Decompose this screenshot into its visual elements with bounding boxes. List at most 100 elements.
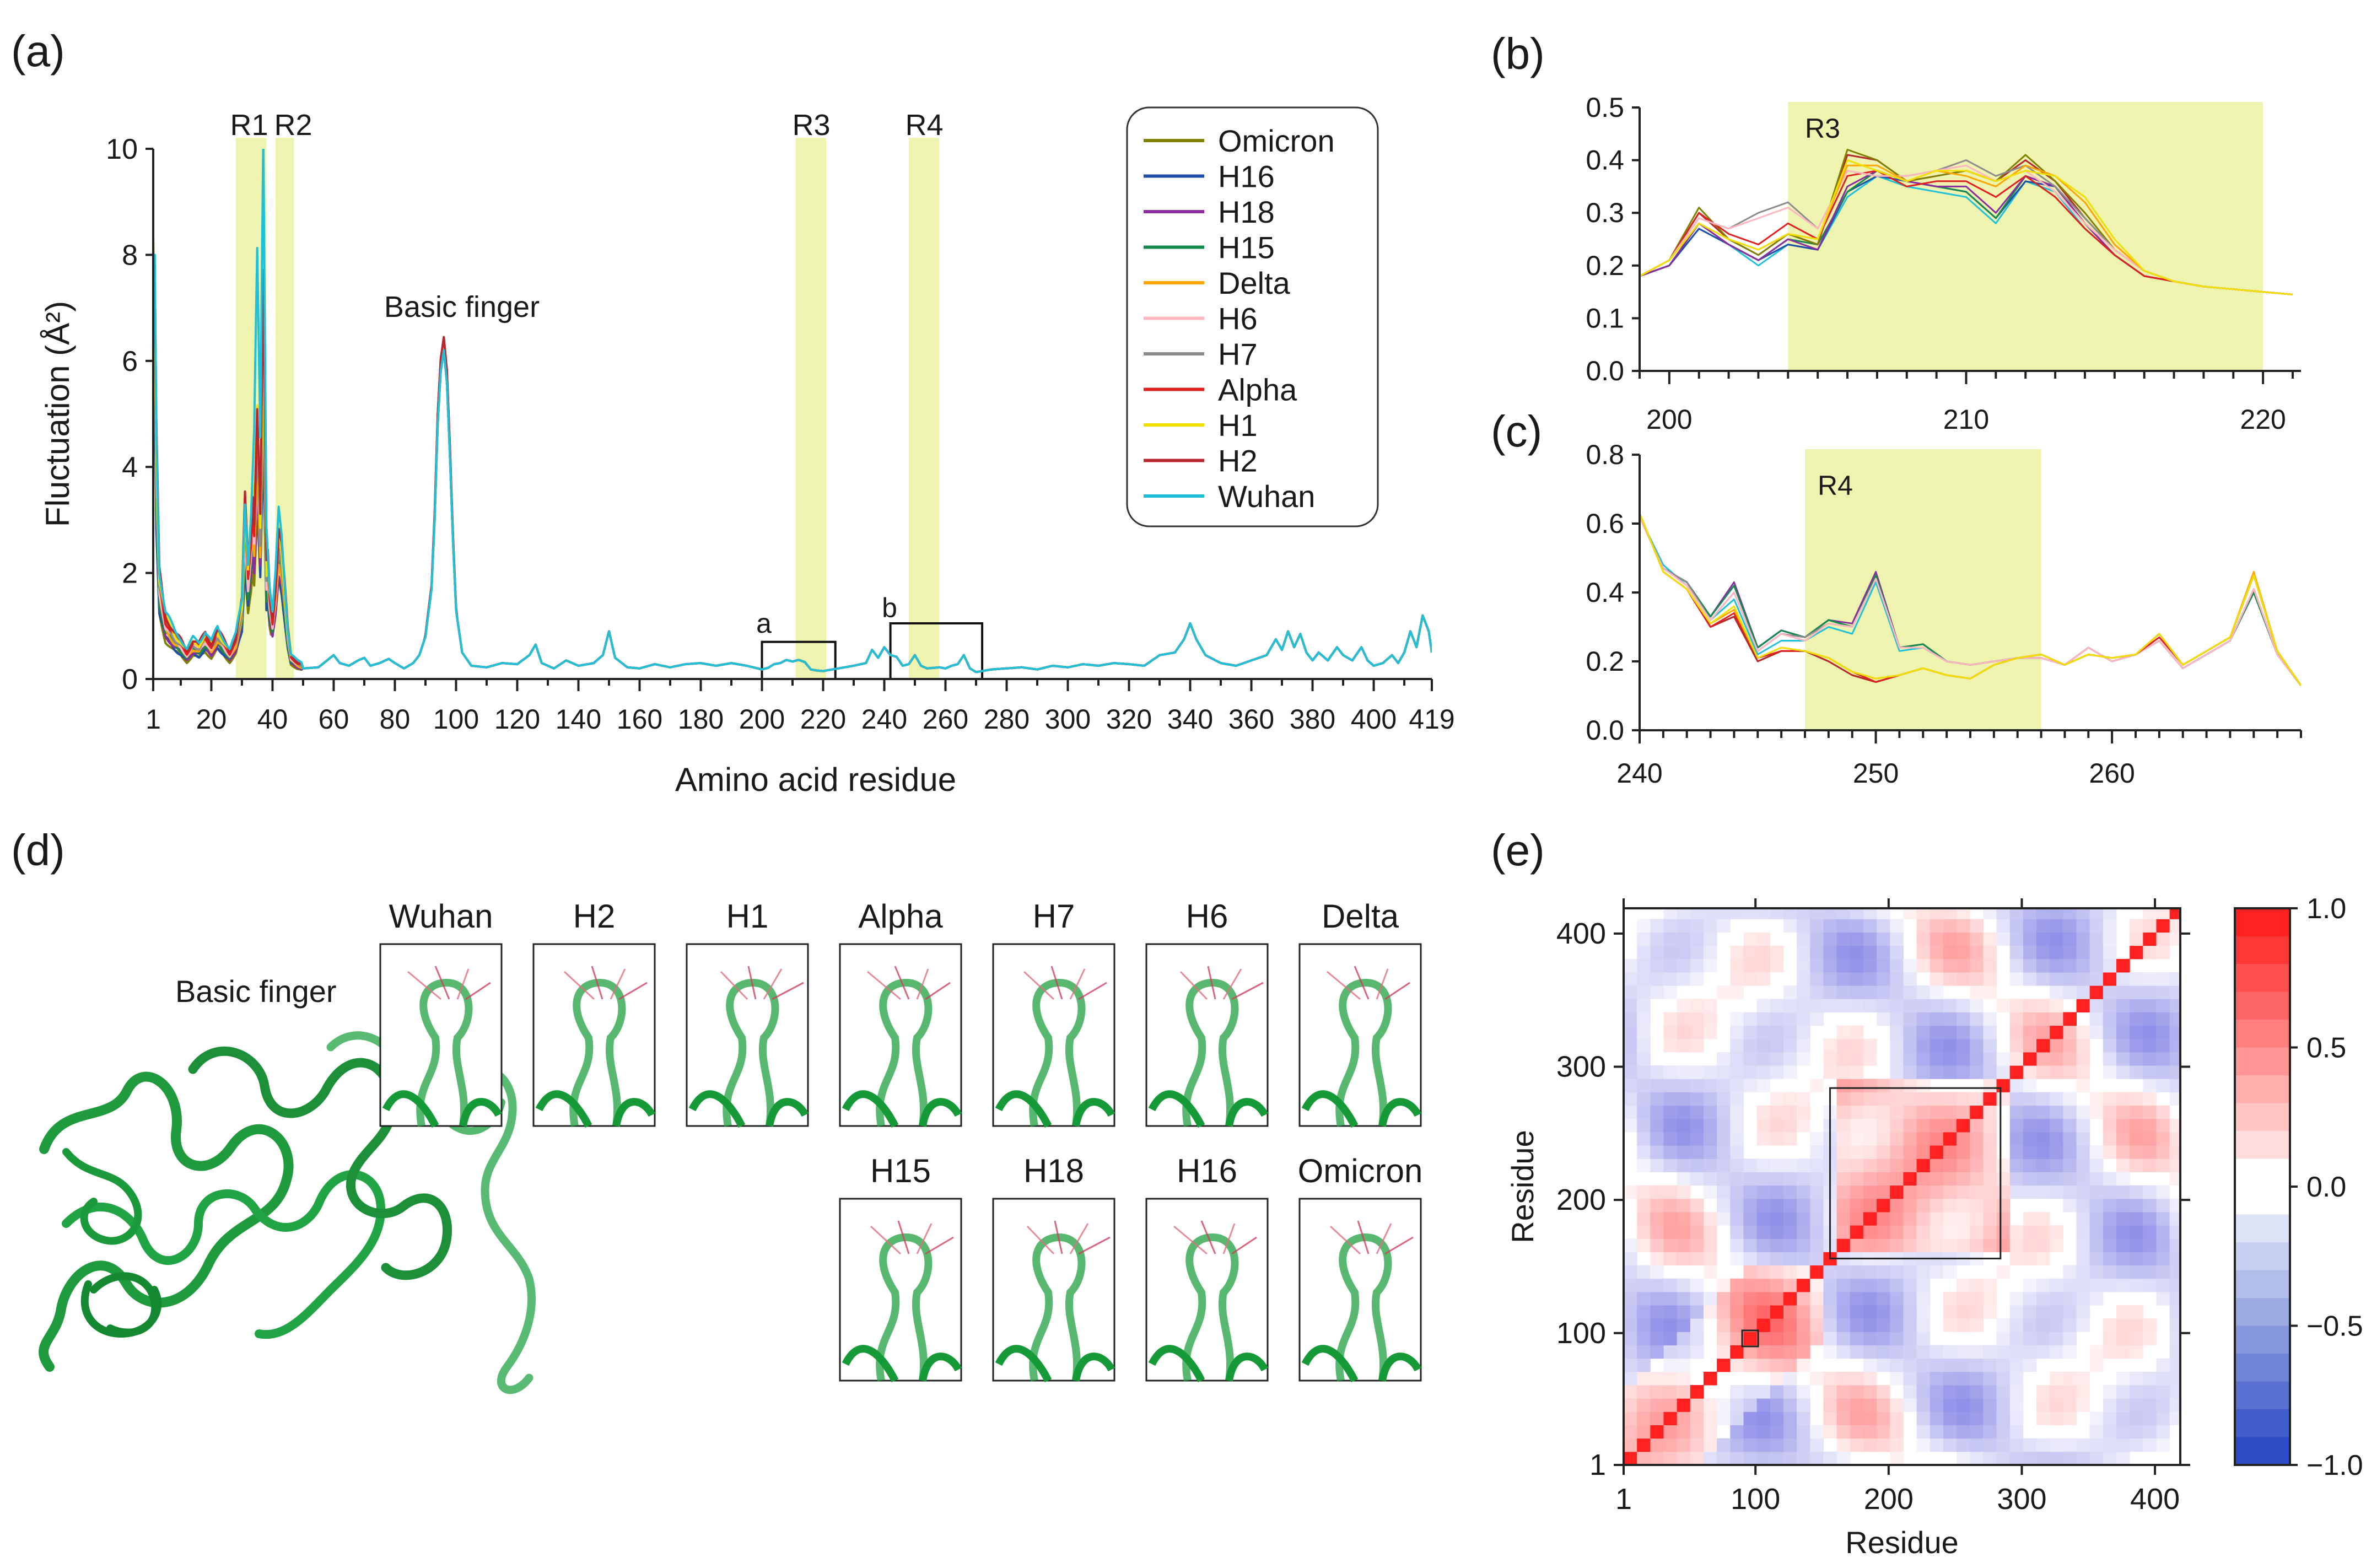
heatmap-cell xyxy=(1863,999,1877,1012)
x-tick-label: 320 xyxy=(1106,704,1152,735)
inset-alpha: Alpha xyxy=(839,898,962,1128)
heatmap-cell xyxy=(1863,985,1877,999)
heatmap-cell xyxy=(1730,1079,1744,1092)
heatmap-cell xyxy=(2009,999,2024,1012)
heatmap-cell xyxy=(1624,1118,1637,1133)
heatmap-cell xyxy=(1850,1038,1864,1053)
heatmap-cell xyxy=(1783,1332,1797,1346)
heatmap-cell xyxy=(1823,1265,1837,1279)
side-chain xyxy=(1222,968,1242,1000)
heatmap-cell xyxy=(1930,1172,1944,1186)
heatmap-cell xyxy=(1743,932,1758,946)
heatmap-cell xyxy=(1877,972,1890,986)
heatmap-cell xyxy=(1677,1238,1691,1252)
heatmap-cell xyxy=(1730,1145,1744,1159)
heatmap-cell xyxy=(1863,932,1877,946)
heatmap-cell xyxy=(1810,1438,1824,1452)
heatmap-cell xyxy=(1663,1225,1678,1239)
heatmap-cell xyxy=(1663,1159,1678,1172)
heatmap-cell xyxy=(2036,1038,2050,1053)
heatmap-cell xyxy=(2130,1398,2143,1412)
heatmap-cell xyxy=(2089,1145,2104,1159)
heatmap-cell xyxy=(1877,908,1890,919)
heatmap-cell xyxy=(1743,1025,1758,1039)
heatmap-cell xyxy=(1690,1425,1704,1439)
heatmap-cell xyxy=(1877,1198,1890,1213)
side-chain xyxy=(870,1225,902,1255)
heatmap-cell xyxy=(1970,1425,1984,1439)
heatmap-cell xyxy=(1836,999,1851,1012)
heatmap-cell xyxy=(2050,999,2063,1012)
legend-label-h1: H1 xyxy=(1218,408,1258,443)
heatmap-cell xyxy=(1770,1345,1784,1359)
colorbar-step xyxy=(2235,1325,2290,1354)
heatmap-cell xyxy=(1863,1172,1877,1186)
heatmap-cell xyxy=(1756,908,1771,919)
heatmap-cell xyxy=(2009,1145,2024,1159)
heatmap-cell xyxy=(1624,1065,1637,1079)
heatmap-cell xyxy=(1836,932,1851,946)
heatmap-cell xyxy=(2076,1198,2090,1213)
heatmap-cell xyxy=(1930,958,1944,973)
heatmap-cell xyxy=(2116,1238,2130,1252)
colorbar-tick-label: 1.0 xyxy=(2306,893,2346,925)
heatmap-cell xyxy=(1943,1145,1957,1159)
heatmap-cell xyxy=(1890,1371,1904,1386)
heatmap-cell xyxy=(1624,1451,1637,1465)
x-ticks: 200 210 220 xyxy=(1639,371,2294,435)
heatmap-cell xyxy=(1877,1358,1890,1372)
heatmap-cell xyxy=(1797,1451,1810,1465)
heatmap-cell xyxy=(1903,958,1917,973)
heatmap-cell xyxy=(1836,1172,1851,1186)
heatmap-cell xyxy=(2063,919,2077,933)
x-tick-label: 200 xyxy=(1864,1483,1914,1516)
heatmap-cell xyxy=(2169,1038,2180,1053)
heatmap-cell xyxy=(1850,1425,1864,1439)
heatmap-cell xyxy=(1810,1012,1824,1026)
x-tick-label: 300 xyxy=(1045,704,1091,735)
backbone xyxy=(842,1090,962,1128)
heatmap-cell xyxy=(1717,1398,1731,1412)
heatmap-cell xyxy=(1916,945,1931,960)
heatmap-cell xyxy=(1903,1025,1917,1039)
side-chain xyxy=(1026,1225,1055,1255)
colorbar-step xyxy=(2235,1103,2290,1131)
heatmap-cell xyxy=(1850,1092,1864,1106)
heatmap-cell xyxy=(2116,1385,2130,1399)
heatmap-cell xyxy=(1756,1159,1771,1172)
heatmap-cell xyxy=(2009,1025,2024,1039)
heatmap-cell xyxy=(2143,1052,2157,1066)
heatmap-cell xyxy=(2023,1052,2037,1066)
heatmap-cell xyxy=(1916,1079,1931,1092)
heatmap-cell xyxy=(1637,999,1651,1012)
heatmap-cell xyxy=(1624,1052,1637,1066)
heatmap-cell xyxy=(2023,1305,2037,1319)
heatmap-cell xyxy=(1756,1451,1771,1465)
heatmap-cell xyxy=(1756,1345,1771,1359)
heatmap-cell xyxy=(1637,1398,1651,1412)
heatmap-cell xyxy=(1730,1425,1744,1439)
heatmap-cell xyxy=(2050,1172,2063,1186)
heatmap-cell xyxy=(1743,1198,1758,1213)
heatmap-cell xyxy=(1690,1385,1704,1399)
heatmap-cell xyxy=(1677,1159,1691,1172)
heatmap-cell xyxy=(1983,1079,1997,1092)
heatmap-cell xyxy=(2103,1451,2117,1465)
heatmap-cell xyxy=(2009,1438,2024,1452)
heatmap-cell xyxy=(1624,1012,1637,1026)
heatmap-cell xyxy=(2116,1012,2130,1026)
heatmap-cell xyxy=(2143,1425,2157,1439)
heatmap-cell xyxy=(1943,1358,1957,1372)
heatmap-cell xyxy=(1930,908,1944,919)
y-ticks: 0.00.10.20.30.40.5 xyxy=(1586,92,1640,386)
heatmap-cell xyxy=(1836,1198,1851,1213)
heatmap-cell xyxy=(1916,999,1931,1012)
heatmap-cell xyxy=(1890,1118,1904,1133)
heatmap-cell xyxy=(2143,1371,2157,1386)
heatmap-cell xyxy=(1836,1385,1851,1399)
heatmap-cell xyxy=(1863,1358,1877,1372)
side-chain xyxy=(563,971,595,1000)
heatmap-cell xyxy=(1983,1198,1997,1213)
heatmap-cell xyxy=(1770,1425,1784,1439)
